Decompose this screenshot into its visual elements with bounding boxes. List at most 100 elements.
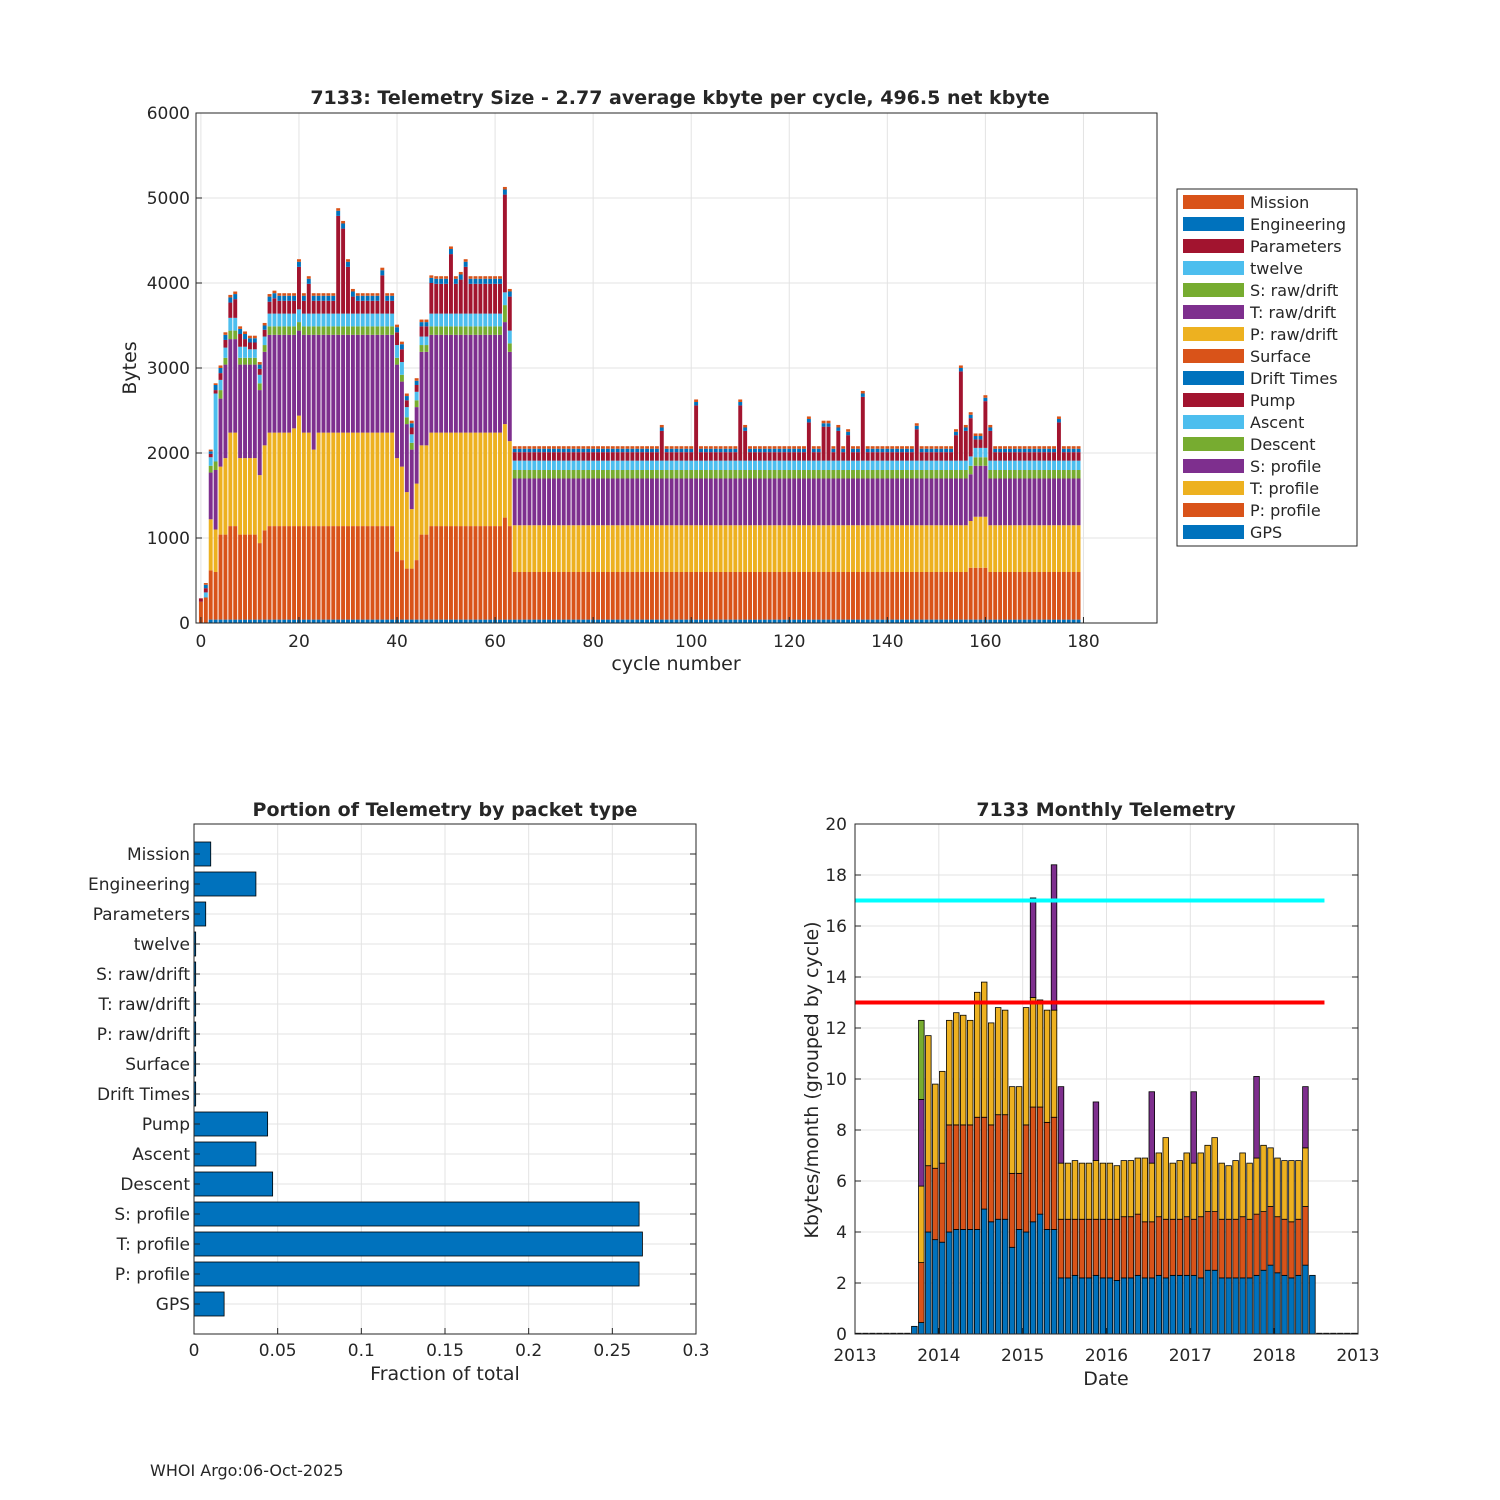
bar-segment-p-profile [532,572,537,620]
month-bar-segment [918,1099,925,1187]
bar-segment-gps [625,619,630,623]
bar-segment-descent [870,470,875,479]
bar-segment-ascent [429,313,434,327]
bar-segment-pump [458,279,463,314]
bar-segment-ascent [243,346,247,358]
bar-segment-engineering [341,223,346,229]
bar-segment-descent [684,470,689,479]
bar-segment-pump [1052,452,1056,461]
month-bar [1169,1162,1176,1335]
bar-segment-p-profile [473,526,478,620]
y-tick-label: Drift Times [97,1085,190,1105]
bar-segment-engineering [390,295,395,301]
bar-segment-descent [973,457,978,466]
bar-segment-mission [949,446,954,449]
bar-segment-gps [473,619,478,623]
bar-segment-mission [336,208,341,211]
month-bar [1246,1162,1253,1335]
cycle-bar [1042,446,1047,623]
cycle-bar [625,446,630,623]
bar-segment-s-profile [502,322,507,425]
cycle-bar [429,275,434,623]
month-bar [1239,1152,1246,1335]
bar-segment-p-profile [934,572,939,620]
legend-label: twelve [1250,259,1303,278]
top-chart-title: 7133: Telemetry Size - 2.77 average kbyt… [310,87,1049,109]
bar-segment-gps [659,619,664,623]
y-tick-label: GPS [156,1295,190,1315]
cycle-bar [1066,446,1071,623]
bar-segment-ascent [958,460,963,470]
bar-segment-engineering [802,448,806,453]
bar-segment-p-profile [855,572,860,620]
bar-segment-descent [826,470,831,479]
bar-segment-descent [507,343,512,352]
bar-segment-mission [238,326,243,329]
bar-segment-pump [650,452,654,461]
bar-segment-t-profile [370,432,375,527]
bar-segment-descent [929,470,934,479]
bar-segment-mission [218,365,223,368]
month-bar-segment [946,1019,953,1126]
bar-segment-engineering [718,448,723,453]
bar-segment-gps [949,619,954,623]
bar-segment-engineering [728,448,733,453]
bar-segment-t-profile [444,432,449,527]
bar-segment-pump [1007,452,1012,461]
bar-segment-ascent [571,460,576,470]
month-bar [1064,1162,1072,1335]
bar-segment-p-profile [772,572,777,620]
bar-segment-gps [311,619,316,623]
bar-segment-mission [498,276,502,279]
bar-segment-mission [738,399,743,402]
bar-segment-s-profile [826,478,831,526]
bar-segment-s-profile [919,478,924,526]
bar-segment-pump [542,452,547,461]
bar-segment-mission [752,446,757,449]
bar-segment-engineering [571,448,576,453]
bar-segment-gps [1042,619,1047,623]
bar-segment-engineering [1056,419,1061,423]
bar-segment-s-profile [380,334,385,433]
bar-segment-descent [395,357,399,365]
bar-segment-s-profile [512,478,517,526]
bar-segment-gps [444,619,449,623]
bar-segment-gps [1017,619,1022,623]
bar-segment-gps [674,619,679,623]
x-tick-label: 2013 [1336,1346,1379,1366]
bar-segment-pump [723,452,728,461]
month-bar-segment [1022,1231,1030,1335]
bar-segment-t-profile [512,525,517,572]
bar-segment-descent [576,470,581,479]
bar-segment-gps [1012,619,1017,623]
bar-segment-ascent [341,313,346,327]
bar-segment-pump [1017,452,1022,461]
month-bar-segment [1029,1106,1037,1223]
bar-segment-t-profile [723,525,728,572]
bar-segment-descent [645,470,650,479]
month-bar-segment [994,1007,1002,1116]
bar-segment-engineering [900,448,905,453]
bar-segment-t-profile [399,466,404,561]
bar-segment-mission [895,446,900,449]
month-bar-segment [1274,1157,1281,1218]
bar-segment-mission [439,276,444,279]
legend-label: Engineering [1250,215,1346,234]
month-bar-segment [953,1012,960,1126]
bar-segment-descent [517,470,522,479]
cycle-bar [919,446,924,623]
bar-segment-engineering [895,448,900,453]
bar-segment-pump [968,418,973,457]
bar-segment-s-profile [1027,478,1032,526]
bar-segment-pump [811,452,816,461]
bar-segment-gps [865,619,870,623]
bar-segment-s-profile [1012,478,1017,526]
month-bar-segment [1253,1157,1260,1215]
bar-segment-gps [301,619,306,623]
bar-segment-pump [262,329,267,337]
bar-segment-mission [600,446,605,449]
bar-segment-s-profile [689,478,694,526]
bar-segment-ascent [674,460,679,470]
bar-segment-pump [787,452,792,461]
bar-segment-t-profile [831,525,836,572]
